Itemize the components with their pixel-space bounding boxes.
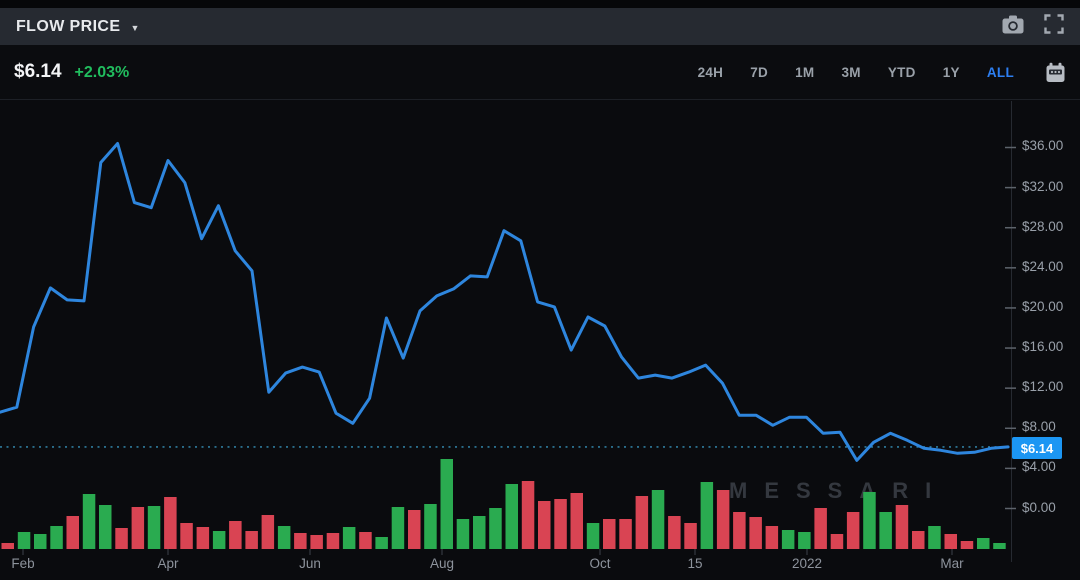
- range-button-all[interactable]: ALL: [986, 64, 1014, 80]
- volume-bar: [586, 523, 600, 549]
- range-button-3m[interactable]: 3M: [841, 64, 861, 80]
- volume-bar: [830, 534, 844, 549]
- price-line: [0, 142, 1010, 462]
- volume-bar: [473, 516, 486, 549]
- volume-bar: [115, 528, 128, 549]
- current-price: $6.14: [14, 61, 62, 82]
- volume-bar: [342, 527, 356, 549]
- volume-bar: [489, 508, 502, 549]
- volume-bar: [229, 521, 242, 549]
- volume-bar: [359, 532, 372, 549]
- volume-bar: [619, 519, 632, 549]
- volume-bar: [716, 490, 730, 549]
- volume-bar: [895, 505, 909, 549]
- volume-bar: [505, 484, 518, 549]
- volume-bar: [733, 512, 746, 549]
- volume-bar: [196, 527, 210, 549]
- volume-bar: [684, 523, 697, 549]
- volume-bar: [912, 531, 925, 549]
- volume-bar: [310, 535, 323, 549]
- volume-bar: [960, 541, 974, 549]
- volume-bar: [700, 482, 714, 549]
- volume-bar: [408, 510, 421, 549]
- volume-bar: [879, 512, 892, 549]
- volume-bar: [375, 537, 388, 549]
- volume-bar: [212, 531, 226, 549]
- range-button-1y[interactable]: 1Y: [942, 64, 960, 80]
- volume-bar: [245, 531, 258, 549]
- time-range-selector: 24H 7D 1M 3M YTD 1Y ALL: [698, 62, 1066, 83]
- volume-bar: [928, 526, 941, 549]
- volume-bar: [261, 515, 275, 549]
- top-strip: [0, 0, 1080, 8]
- volume-bar: [977, 538, 990, 549]
- volume-bar: [440, 459, 453, 549]
- volume-bar: [277, 526, 291, 549]
- volume-bar: [846, 512, 860, 549]
- volume-bar: [1, 543, 14, 549]
- volume-bar: [66, 516, 79, 549]
- chevron-down-icon: ▼: [130, 22, 140, 33]
- volume-bar: [814, 508, 827, 549]
- volume-bar: [781, 530, 795, 549]
- volume-bar: [749, 517, 762, 549]
- range-button-1m[interactable]: 1M: [795, 64, 815, 80]
- camera-icon[interactable]: [1002, 15, 1024, 39]
- fullscreen-icon[interactable]: [1044, 14, 1064, 39]
- messari-watermark: MESSARI: [729, 478, 949, 503]
- volume-bar: [570, 493, 583, 549]
- range-button-7d[interactable]: 7D: [750, 64, 769, 80]
- volume-bar: [34, 534, 47, 549]
- volume-bar: [765, 526, 779, 549]
- price-change-percent: +2.03%: [74, 64, 130, 81]
- header-bar: FLOW PRICE ▼: [0, 8, 1080, 45]
- volume-bar: [424, 504, 437, 549]
- volume-bar: [82, 494, 96, 549]
- volume-bar: [456, 519, 470, 549]
- volume-bar: [326, 533, 340, 549]
- price-summary-bar: $6.14 +2.03% 24H 7D 1M 3M YTD 1Y ALL: [0, 45, 1080, 100]
- volume-bar: [131, 507, 145, 549]
- volume-bar: [99, 505, 112, 549]
- range-button-ytd[interactable]: YTD: [887, 64, 916, 80]
- volume-bar: [798, 532, 811, 549]
- volume-bar: [17, 532, 31, 549]
- volume-bar: [521, 481, 535, 549]
- asset-selector-dropdown[interactable]: FLOW PRICE ▼: [16, 18, 139, 36]
- volume-bar: [603, 519, 616, 549]
- calendar-icon[interactable]: [1045, 62, 1066, 83]
- range-button-24h[interactable]: 24H: [697, 64, 724, 80]
- volume-bar: [944, 534, 957, 549]
- volume-bar: [147, 506, 161, 549]
- volume-bar: [651, 490, 665, 549]
- volume-bar: [164, 497, 177, 549]
- volume-bar: [50, 526, 63, 549]
- volume-bar: [554, 499, 567, 549]
- page-title: FLOW PRICE: [16, 17, 121, 35]
- volume-bar: [294, 533, 307, 549]
- volume-bar: [863, 492, 876, 549]
- volume-bar: [993, 543, 1006, 549]
- volume-bar: [391, 507, 405, 549]
- volume-bar: [180, 523, 193, 549]
- volume-bar: [668, 516, 681, 549]
- volume-bar: [538, 501, 551, 549]
- volume-bar: [635, 496, 649, 549]
